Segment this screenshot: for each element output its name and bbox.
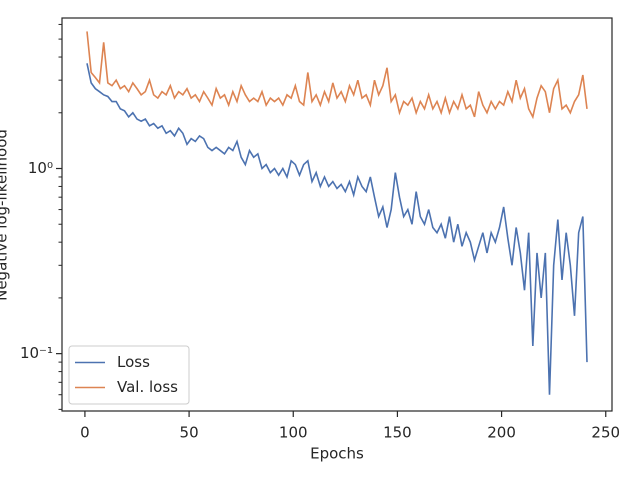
legend-label: Loss <box>117 353 150 371</box>
y-axis-label: Negative log-likelihood <box>0 129 11 301</box>
x-tick-label: 200 <box>487 424 516 442</box>
x-tick-label: 250 <box>591 424 620 442</box>
legend-box <box>68 345 190 405</box>
line-series <box>86 63 588 395</box>
x-tick-label: 150 <box>383 424 412 442</box>
line-series <box>86 31 588 120</box>
x-tick-label: 100 <box>279 424 308 442</box>
legend: Loss Val. loss <box>68 345 190 405</box>
x-tick-label: 50 <box>180 424 199 442</box>
plot-frame <box>61 17 613 412</box>
y-tick-label: 10⁻¹ <box>20 344 53 362</box>
y-tick-label: 10⁰ <box>28 159 53 177</box>
x-axis-label: Epochs <box>310 445 364 463</box>
legend-label: Val. loss <box>117 378 178 396</box>
x-tick-label: 0 <box>80 424 90 442</box>
